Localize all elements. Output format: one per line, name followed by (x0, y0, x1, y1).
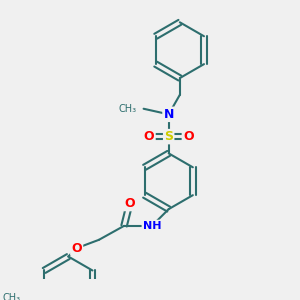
Text: CH₃: CH₃ (3, 293, 21, 300)
Text: O: O (183, 130, 194, 143)
Text: N: N (164, 108, 174, 121)
Text: O: O (71, 242, 82, 255)
Text: S: S (164, 130, 173, 143)
Text: CH₃: CH₃ (118, 104, 136, 114)
Text: NH: NH (143, 221, 161, 231)
Text: O: O (124, 197, 135, 210)
Text: O: O (144, 130, 154, 143)
